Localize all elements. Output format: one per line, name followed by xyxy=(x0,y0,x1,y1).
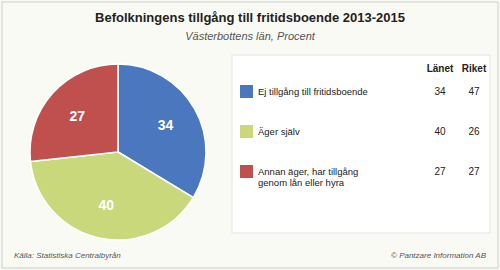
legend-label: Annan äger, har tillgånggenom lån eller … xyxy=(258,166,358,188)
subtitle: Västerbottens län, Procent xyxy=(185,30,316,42)
data-label: 40 xyxy=(98,197,114,213)
text-line: Annan äger, har tillgång xyxy=(258,166,358,177)
column-header: Länet xyxy=(427,63,454,74)
legend-swatch xyxy=(240,165,253,178)
pie xyxy=(30,64,206,240)
table-value: 26 xyxy=(468,126,480,137)
title: Befolkningens tillgång till fritidsboend… xyxy=(95,10,405,25)
text-line: genom lån eller hyra xyxy=(258,177,345,188)
legend-label: Äger själv xyxy=(258,126,300,137)
pie-slice xyxy=(31,152,194,240)
legend-swatch xyxy=(240,125,253,138)
legend-panel xyxy=(232,55,490,233)
table-value: 27 xyxy=(468,166,480,177)
table-value: 47 xyxy=(468,86,480,97)
footer-source: Källa: Statistiska Centralbyrån xyxy=(14,251,121,260)
column-header: Riket xyxy=(462,63,487,74)
legend-label: Ej tillgång till fritidsboende xyxy=(258,86,368,97)
pie-slice xyxy=(30,64,118,162)
table-value: 27 xyxy=(434,166,446,177)
table-value: 40 xyxy=(434,126,446,137)
legend-swatch xyxy=(240,85,253,98)
footer-copyright: © Pantzare Information AB xyxy=(391,251,487,260)
table-value: 34 xyxy=(434,86,446,97)
data-label: 27 xyxy=(70,108,86,124)
background xyxy=(0,0,500,270)
border xyxy=(2,2,498,268)
data-label: 34 xyxy=(158,117,174,133)
